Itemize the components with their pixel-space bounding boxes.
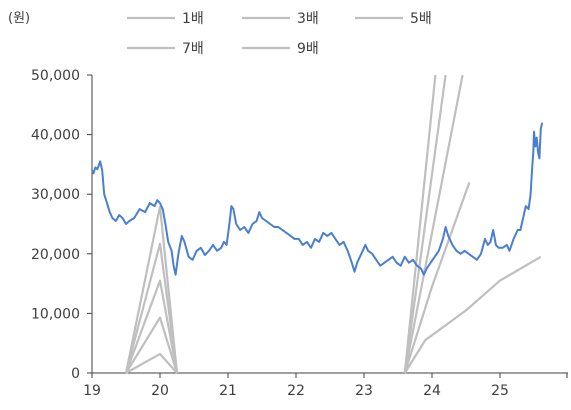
x-axis-labels: 19 20 21 22 23 24 25 [83, 383, 509, 399]
price-line-layer [91, 122, 544, 276]
y-axis-labels: 0 10,000 20,000 30,000 40,000 50,000 [31, 68, 80, 382]
x-tick-label: 24 [423, 383, 441, 399]
legend-label: 5배 [410, 11, 432, 27]
y-tick-label: 10,000 [31, 306, 80, 322]
y-tick-label: 20,000 [31, 247, 80, 263]
legend-label: 7배 [182, 41, 204, 57]
legend: 1배 3배 5배 7배 9배 [127, 11, 432, 57]
y-tick-label: 40,000 [31, 128, 80, 144]
band-line-3-1 [403, 74, 464, 374]
axes [87, 74, 568, 378]
x-tick-label: 20 [151, 383, 169, 399]
band-line-1-1 [403, 255, 542, 374]
legend-label: 3배 [297, 11, 319, 27]
x-tick-label: 23 [355, 383, 373, 399]
x-tick-label: 22 [287, 383, 305, 399]
y-unit-label: (원) [8, 11, 30, 26]
x-tick-label: 25 [491, 383, 509, 399]
legend-label: 1배 [182, 11, 204, 27]
band-line-5-0 [124, 205, 179, 374]
x-tick-label: 19 [83, 383, 101, 399]
multiple-band-lines [124, 74, 542, 374]
band-line-4-0 [124, 242, 179, 374]
band-line-3-0 [124, 279, 179, 374]
legend-label: 9배 [297, 41, 319, 57]
band-line-1-0 [125, 352, 178, 374]
band-line-5-1 [403, 74, 437, 374]
y-tick-label: 50,000 [31, 68, 80, 84]
price-line [91, 122, 544, 276]
x-tick-label: 21 [219, 383, 237, 399]
y-tick-label: 30,000 [31, 187, 80, 203]
band-line-2-0 [125, 316, 179, 374]
band-line-4-1 [403, 74, 447, 374]
y-tick-label: 0 [71, 366, 80, 382]
band-line-2-1 [403, 181, 471, 374]
